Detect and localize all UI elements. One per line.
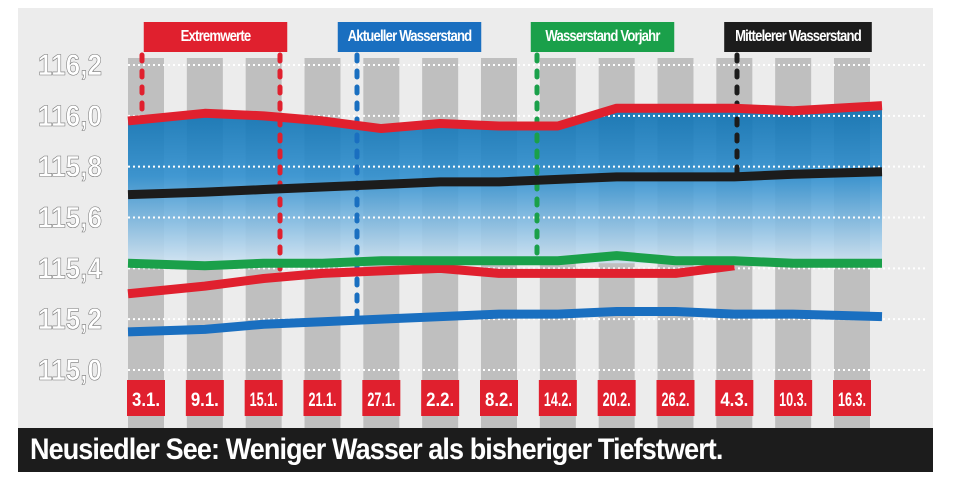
series-line-extremwerte xyxy=(127,101,883,134)
x-tick-label-box xyxy=(774,380,813,416)
x-tick-label: 20.2. xyxy=(603,390,631,411)
x-tick-label: 27.1. xyxy=(367,390,395,411)
x-tick-label: 21.1. xyxy=(309,390,337,411)
x-tick-label-box xyxy=(127,380,165,416)
y-tick-label: 116,0 xyxy=(38,100,102,133)
y-tick-label: 115,2 xyxy=(38,303,102,336)
legend-aktueller-wasserstand: Aktueller Wasserstand xyxy=(337,22,482,52)
x-tick-label-box xyxy=(303,380,342,416)
x-tick-label: 4.3. xyxy=(720,390,748,411)
y-tick-label: 115,6 xyxy=(38,202,102,235)
x-tick-label: 3.1. xyxy=(132,390,160,411)
x-tick-label: 2.2. xyxy=(426,390,454,411)
caption: Neusiedler See: Weniger Wasser als bishe… xyxy=(18,428,933,472)
x-tick-label: 26.2. xyxy=(662,390,690,411)
caption-text: Neusiedler See: Weniger Wasser als bishe… xyxy=(30,433,723,466)
legend-wasserstand-vorjahr: Wasserstand Vorjahr xyxy=(530,22,675,52)
x-tick-label-box xyxy=(538,380,577,416)
y-tick-label: 115,8 xyxy=(38,151,102,184)
series-line-wasserstand-vorjahr xyxy=(127,251,882,271)
x-tick-label: 10.3. xyxy=(779,390,807,411)
x-tick-label: 16.3. xyxy=(838,390,866,411)
x-tick-label-box xyxy=(480,380,518,416)
x-tick-label: 9.1. xyxy=(191,390,219,411)
x-tick-label: 8.2. xyxy=(485,390,513,411)
x-tick-label-box xyxy=(715,380,754,416)
x-tick-label-box xyxy=(656,380,695,416)
y-tick-label: 116,2 xyxy=(38,49,102,82)
x-tick-label-box xyxy=(244,380,283,416)
x-tick-label-box xyxy=(185,380,224,416)
y-tick-label: 115,4 xyxy=(38,252,102,285)
legend-mittelerer-wasserstand: Mittelerer Wasserstand xyxy=(724,22,872,52)
legend-extremwerte: Extremwerte xyxy=(143,22,288,52)
series-line-mittelerer-wasserstand xyxy=(127,167,883,200)
x-tick-label: 15.1. xyxy=(250,390,278,411)
x-tick-label-box xyxy=(833,380,871,416)
x-tick-label: 14.2. xyxy=(544,390,572,411)
x-tick-label-box xyxy=(597,380,636,416)
x-tick-label-box xyxy=(421,380,460,416)
y-tick-label: 115,0 xyxy=(38,354,102,387)
series-line-extremwerte xyxy=(127,261,735,299)
x-tick-label-box xyxy=(362,380,401,416)
series-line-aktueller-wasserstand xyxy=(127,307,883,337)
